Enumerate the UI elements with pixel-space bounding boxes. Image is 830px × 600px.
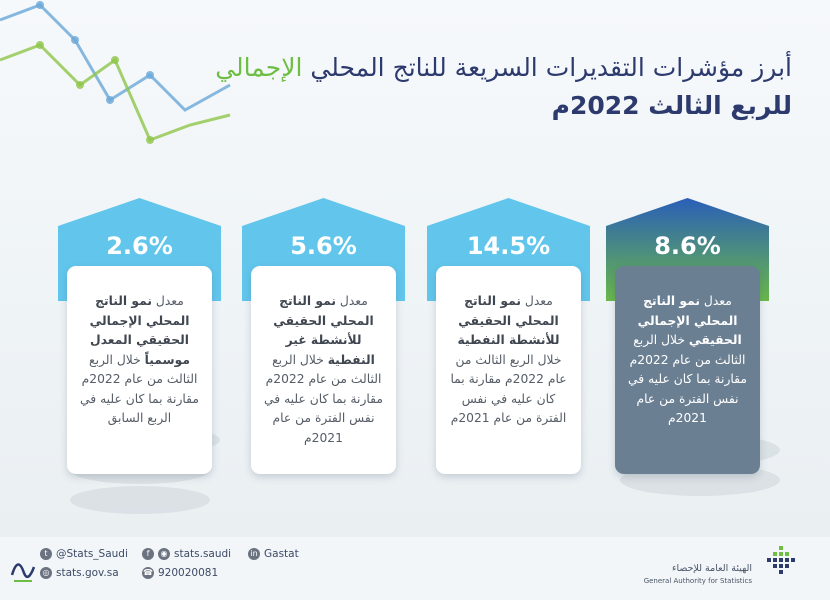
desc-suffix: خلال الربع الثالث من عام 2022م مقارنة بم… xyxy=(264,352,383,445)
social-handle: stats.saudi xyxy=(174,548,232,560)
desc-prefix: معدل xyxy=(339,294,368,308)
indicator-description: معدل نمو الناتج المحلي الحقيقي للأنشطة غ… xyxy=(251,266,396,474)
title-line1-main: أبرز مؤشرات التقديرات السريعة للناتج الم… xyxy=(310,53,792,82)
desc-prefix: معدل xyxy=(524,294,553,308)
indicator-description: معدل نمو الناتج المحلي الإجمالي الحقيقي … xyxy=(67,266,212,474)
vision-logo-icon xyxy=(10,563,36,582)
indicator-value: 8.6% xyxy=(654,232,721,260)
desc-bold: نمو الناتج المحلي الإجمالي الحقيقي xyxy=(637,294,742,347)
facebook-icon: f xyxy=(142,548,154,560)
title-line2: للربع الثالث 2022م xyxy=(551,91,792,120)
org-name-en: General Authority for Statistics xyxy=(643,577,752,585)
desc-bold: نمو الناتج المحلي الإجمالي الحقيقي المعد… xyxy=(89,294,190,367)
phone-link[interactable]: ☎ 920020081 xyxy=(142,567,218,579)
org-name-ar: الهيئة العامة للإحصاء xyxy=(671,563,752,574)
desc-suffix: خلال الربع الثالث من عام 2022م مقارنة بم… xyxy=(80,352,199,426)
linkedin-icon: in xyxy=(248,548,260,560)
indicator-card-non-oil: 5.6% معدل نمو الناتج المحلي الحقيقي للأن… xyxy=(242,196,405,486)
page-title: أبرز مؤشرات التقديرات السريعة للناتج الم… xyxy=(152,50,792,126)
indicator-value: 14.5% xyxy=(466,232,551,260)
desc-suffix: خلال الربع الثالث من عام 2022م مقارنة بم… xyxy=(628,333,747,425)
globe-icon: ◎ xyxy=(40,567,52,579)
gastat-logo-icon xyxy=(767,546,795,574)
twitter-handle: @Stats_Saudi xyxy=(56,548,128,560)
desc-prefix: معدل xyxy=(703,294,732,308)
desc-prefix: معدل xyxy=(155,294,184,308)
org-name: الهيئة العامة للإحصاء General Authority … xyxy=(644,563,752,587)
website-link[interactable]: ◎ stats.gov.sa xyxy=(40,567,119,579)
desc-bold: نمو الناتج المحلي الحقيقي للأنشطة غير ال… xyxy=(273,294,375,367)
indicator-card-gdp: 8.6% معدل نمو الناتج المحلي الإجمالي الح… xyxy=(606,196,769,486)
indicator-value: 2.6% xyxy=(106,232,173,260)
title-line1-accent: الإجمالي xyxy=(215,53,303,82)
indicator-card-oil: 14.5% معدل نمو الناتج المحلي الحقيقي للأ… xyxy=(427,196,590,486)
indicator-value: 5.6% xyxy=(290,232,357,260)
twitter-link[interactable]: t @Stats_Saudi xyxy=(40,548,128,560)
phone-icon: ☎ xyxy=(142,567,154,579)
desc-suffix: خلال الربع الثالث من عام 2022م مقارنة بم… xyxy=(450,352,567,426)
linkedin-link[interactable]: in Gastat xyxy=(248,548,299,560)
website-url: stats.gov.sa xyxy=(56,567,119,579)
indicator-description: معدل نمو الناتج المحلي الحقيقي للأنشطة ا… xyxy=(436,266,581,474)
twitter-icon: t xyxy=(40,548,52,560)
indicator-description: معدل نمو الناتج المحلي الإجمالي الحقيقي … xyxy=(615,266,760,474)
instagram-icon: ◉ xyxy=(158,548,170,560)
indicator-card-seasonal: 2.6% معدل نمو الناتج المحلي الإجمالي الح… xyxy=(58,196,221,486)
phone-number: 920020081 xyxy=(158,567,219,579)
desc-bold: نمو الناتج المحلي الحقيقي للأنشطة النفطي… xyxy=(457,294,560,347)
footer: t @Stats_Saudi ◎ stats.gov.sa f ◉ stats.… xyxy=(0,537,830,600)
social-link[interactable]: f ◉ stats.saudi xyxy=(142,548,231,560)
linkedin-handle: Gastat xyxy=(264,548,299,560)
